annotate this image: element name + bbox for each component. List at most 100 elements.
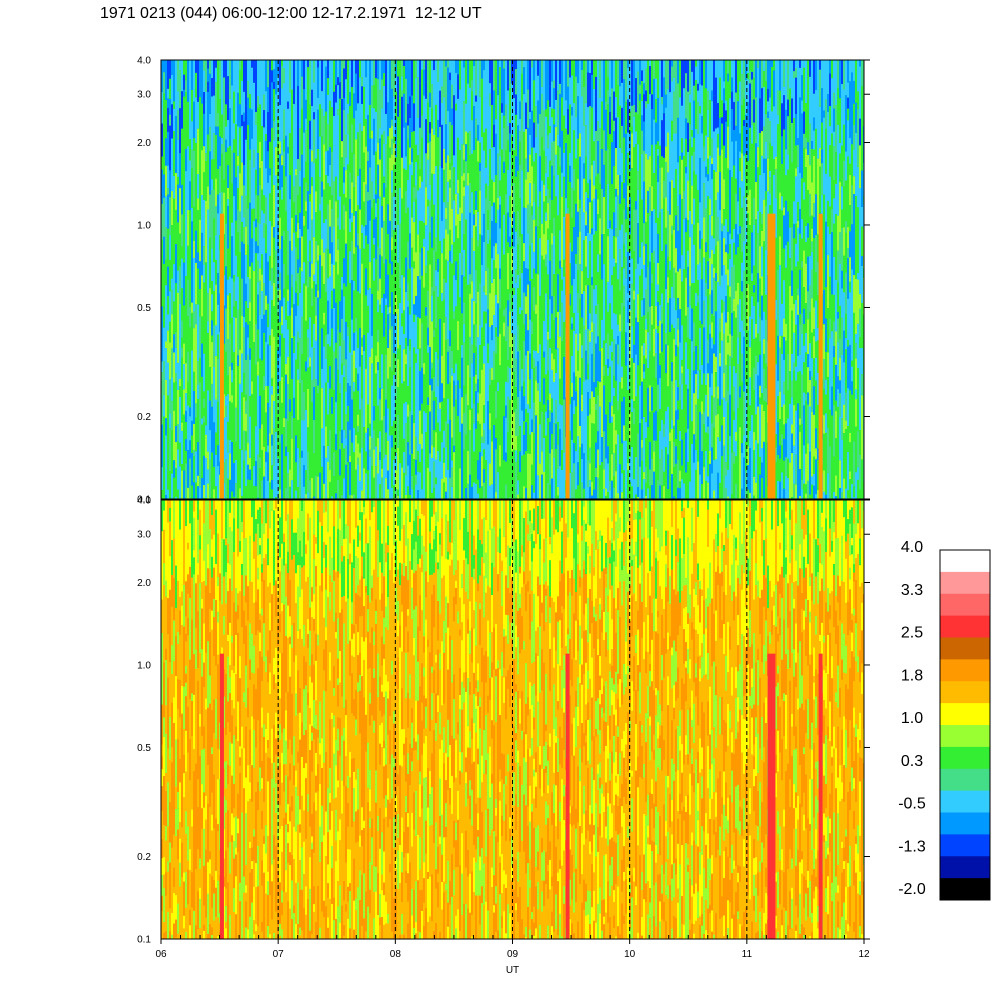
spectrogram-cell xyxy=(725,274,727,296)
spectrogram-cell xyxy=(519,198,521,237)
spectrogram-cell xyxy=(535,84,537,106)
spectrogram-cell xyxy=(389,312,391,330)
spectrogram-cell xyxy=(249,247,251,267)
spectrogram-cell xyxy=(469,60,471,88)
spectrogram-cell xyxy=(643,181,645,224)
spectrogram-cell xyxy=(479,283,481,326)
spectrogram-cell xyxy=(499,365,501,402)
spectrogram-cell xyxy=(379,218,381,234)
spectrogram-cell xyxy=(665,344,667,374)
spectrogram-cell xyxy=(347,164,349,195)
spectrogram-cell xyxy=(685,342,687,385)
spectrogram-cell xyxy=(271,226,273,268)
spectrogram-cell xyxy=(207,186,209,210)
spectrogram-cell xyxy=(503,416,505,461)
spectrogram-cell xyxy=(557,348,559,382)
spectrogram-cell xyxy=(609,402,611,424)
spectrogram-cell xyxy=(657,60,659,99)
spectrogram-cell xyxy=(317,290,319,298)
spectrogram-cell xyxy=(577,211,579,238)
spectrogram-cell xyxy=(329,366,331,389)
spectrogram-cell xyxy=(661,449,663,486)
spectrogram-cell xyxy=(319,255,321,267)
spectrogram-cell xyxy=(237,92,239,127)
spectrogram-cell xyxy=(711,101,713,139)
spectrogram-cell xyxy=(543,279,545,322)
spectrogram-cell xyxy=(203,422,205,456)
spectrogram-cell xyxy=(189,210,191,238)
spectrogram-cell xyxy=(693,244,695,284)
spectrogram-cell xyxy=(367,244,369,290)
spectrogram-cell xyxy=(393,143,395,165)
spectrogram-cell xyxy=(259,223,261,269)
spectrogram-cell xyxy=(549,422,551,454)
spectrogram-cell xyxy=(323,419,325,434)
spectrogram-cell xyxy=(531,334,533,351)
spectrogram-cell xyxy=(197,304,199,322)
spectrogram-cell xyxy=(371,348,373,364)
spectrogram-cell xyxy=(223,483,225,499)
spectrogram-cell xyxy=(191,420,193,436)
spectrogram-cell xyxy=(401,467,403,499)
spectrogram-cell xyxy=(369,436,371,450)
spectrogram-cell xyxy=(273,89,275,122)
spectrogram-cell xyxy=(339,149,341,168)
spectrogram-cell xyxy=(407,241,409,270)
spectrogram-cell xyxy=(661,401,663,420)
spectrogram-cell xyxy=(455,225,457,262)
spectrogram-cell xyxy=(555,271,557,318)
spectrogram-cell xyxy=(721,425,723,457)
spectrogram-cell xyxy=(321,388,323,429)
spectrogram-cell xyxy=(163,298,165,328)
spectrogram-cell xyxy=(433,447,435,462)
spectrogram-cell xyxy=(381,439,383,469)
spectrogram-cell xyxy=(499,180,501,197)
spectrogram-cell xyxy=(241,195,243,222)
spectrogram-cell xyxy=(581,163,583,195)
spectrogram-cell xyxy=(393,485,395,499)
spectrogram-cell xyxy=(315,403,317,431)
spectrogram-cell xyxy=(421,323,423,368)
spectrogram-cell xyxy=(521,170,523,213)
spectrogram-cell xyxy=(671,120,673,142)
spectrogram-cell xyxy=(165,285,167,300)
spectrogram-cell xyxy=(721,456,723,478)
spectrogram-cell xyxy=(323,312,325,325)
spectrogram-cell xyxy=(173,211,175,230)
spectrogram-cell xyxy=(205,118,207,154)
spectrogram-cell xyxy=(699,262,701,281)
spectrogram-cell xyxy=(481,283,483,328)
spectrogram-cell xyxy=(709,387,711,412)
spectrogram-cell xyxy=(337,415,339,426)
spectrogram-cell xyxy=(269,193,271,222)
spectrogram-cell xyxy=(551,81,553,109)
spectrogram-cell xyxy=(393,368,395,376)
spectrogram-cell xyxy=(723,373,725,398)
spectrogram-cell xyxy=(227,439,229,453)
spectrogram-cell xyxy=(457,193,459,215)
spectrogram-cell xyxy=(691,102,693,131)
spectrogram-cell xyxy=(349,430,351,456)
spectrogram-cell xyxy=(727,342,729,355)
spectrogram-cell xyxy=(669,399,671,433)
spectrogram-cell xyxy=(245,301,247,323)
spectrogram-cell xyxy=(507,300,509,327)
spectrogram-cell xyxy=(541,212,543,224)
spectrogram-cell xyxy=(499,156,501,164)
spectrogram-cell xyxy=(381,298,383,314)
spectrogram-cell xyxy=(691,308,693,342)
spectrogram-cell xyxy=(585,225,587,237)
spectrogram-cell xyxy=(393,271,395,315)
spectrogram-cell xyxy=(205,324,207,353)
spectrogram-cell xyxy=(459,297,461,305)
spectrogram-cell xyxy=(697,101,699,134)
spectrogram-cell xyxy=(325,292,327,336)
spectrogram-cell xyxy=(501,365,503,380)
spectrogram-cell xyxy=(315,296,317,316)
spectrogram-cell xyxy=(353,290,355,333)
spectrogram-cell xyxy=(339,229,341,275)
spectrogram-cell xyxy=(307,337,309,358)
spectrogram-cell xyxy=(557,215,559,230)
spectrogram-cell xyxy=(367,332,369,360)
spectrogram-cell xyxy=(665,94,667,108)
